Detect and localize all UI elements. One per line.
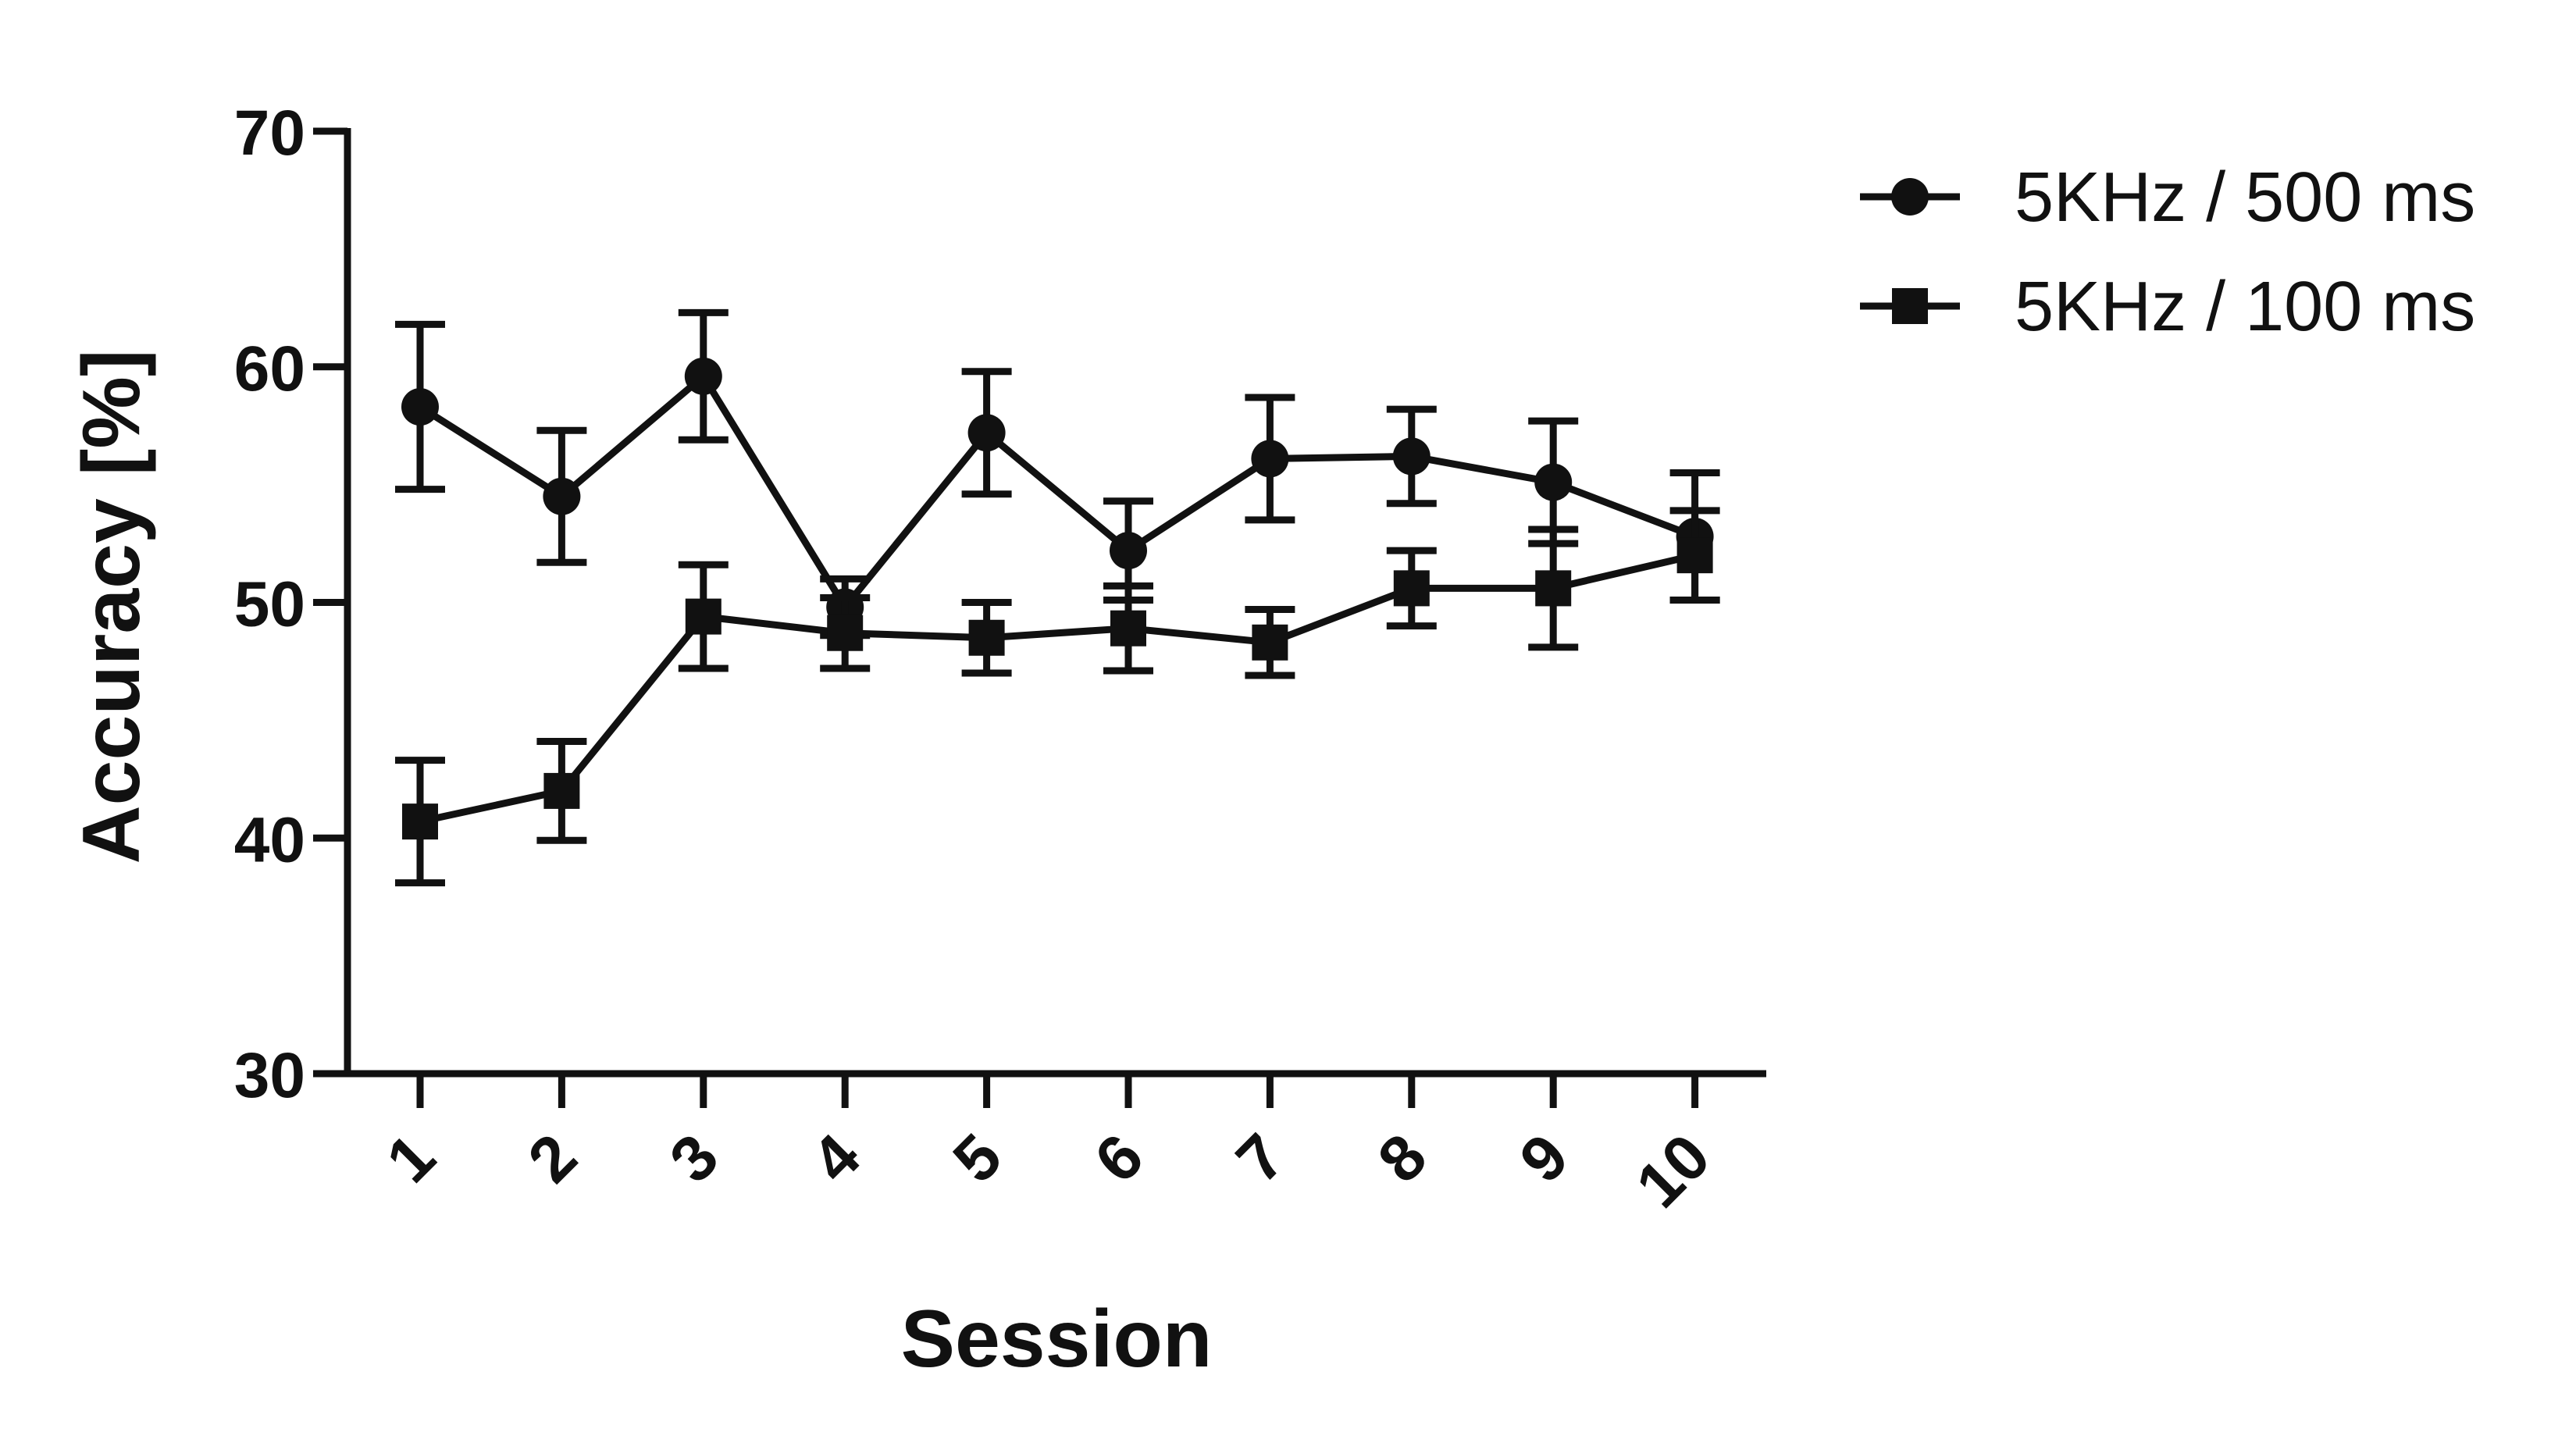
data-point [401,388,439,426]
legend-label: 5KHz / 100 ms [2015,268,2475,346]
series-2 [395,507,1720,887]
x-tick-label: 7 [1224,1121,1299,1196]
axes: 30 40 50 60 70 1 2 3 4 5 6 7 8 9 10 [234,98,1766,1221]
data-point [967,414,1006,452]
legend-marker [1892,288,1928,324]
data-point [1110,532,1147,570]
data-point [684,357,722,395]
y-tick-label: 50 [234,569,305,640]
series-1 [395,308,1720,640]
x-tick-label: 10 [1623,1121,1723,1221]
x-tick-label: 1 [373,1121,449,1196]
data-point [1392,437,1431,476]
data-point [1393,570,1430,607]
data-point [827,615,864,651]
data-point [1251,440,1289,478]
x-tick-label: 8 [1365,1121,1441,1196]
x-tick-label: 4 [798,1121,874,1196]
y-tick-label: 60 [234,333,305,404]
x-tick-label: 3 [657,1121,732,1196]
legend-marker [1891,178,1929,216]
legend-label: 5KHz / 500 ms [2015,159,2475,237]
x-tick-label: 5 [940,1121,1016,1196]
data-point [543,477,581,515]
data-point [543,772,580,809]
y-tick-label: 30 [234,1040,305,1111]
x-tick-label: 2 [515,1121,591,1196]
x-tick-label: 9 [1506,1121,1582,1196]
data-point [1535,570,1572,607]
y-axis-label: Accuracy [%] [66,350,157,864]
x-axis-label: Session [901,1294,1213,1384]
data-point [1676,537,1713,574]
legend: 5KHz / 500 ms 5KHz / 100 ms [1860,159,2475,346]
data-point [1110,610,1146,647]
series-line [419,551,1696,825]
series-line [418,372,1697,611]
data-point [685,598,721,635]
data-point [1252,624,1288,661]
legend-item-1: 5KHz / 500 ms [1860,159,2475,237]
y-tick-label: 40 [234,804,305,875]
data-point [1534,463,1573,501]
series-layer [395,308,1720,887]
legend-item-2: 5KHz / 100 ms [1860,268,2475,346]
data-point [402,803,438,840]
data-point [968,619,1005,656]
x-tick-label: 6 [1081,1121,1157,1196]
y-tick-label: 70 [234,98,305,169]
